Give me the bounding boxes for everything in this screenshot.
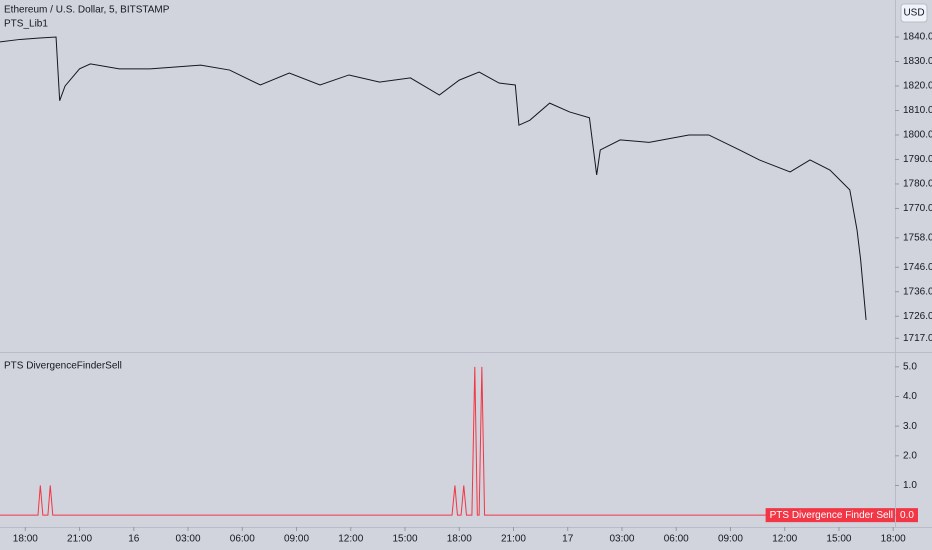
x-tick-label: 15:00 — [392, 534, 417, 545]
x-tick-label: 18:00 — [447, 534, 472, 545]
x-tick-label: 12:00 — [338, 534, 363, 545]
currency-label[interactable]: USD — [903, 8, 924, 19]
x-tick-label: 17 — [562, 534, 574, 545]
y-tick-label: 1780.0 — [903, 179, 932, 190]
last-value-tag-bg — [896, 508, 918, 523]
y-tick-label: 1746.0 — [903, 262, 932, 273]
currency-button[interactable] — [900, 3, 928, 23]
y-tick-label: 1726.0 — [903, 311, 932, 322]
x-tick-label: 21:00 — [67, 534, 92, 545]
chart-title: Ethereum / U.S. Dollar, 5, BITSTAMP — [4, 5, 170, 16]
y-tick-label: 1830.0 — [903, 56, 932, 67]
y-tick-label: 3.0 — [903, 421, 917, 432]
y-tick-label: 1810.0 — [903, 105, 932, 116]
x-tick-label: 06:00 — [664, 534, 689, 545]
x-tick-label: 16 — [128, 534, 140, 545]
x-tick-label: 09:00 — [284, 534, 309, 545]
y-tick-label: 1.0 — [903, 480, 917, 491]
y-tick-label: 1840.0 — [903, 32, 932, 43]
pane-title: PTS DivergenceFinderSell — [4, 361, 122, 372]
y-tick-label: 1820.0 — [903, 81, 932, 92]
series-name-tag-bg — [765, 508, 895, 523]
x-tick-label: 15:00 — [826, 534, 851, 545]
y-tick-label: 1770.0 — [903, 203, 932, 214]
x-tick-label: 03:00 — [609, 534, 634, 545]
price-line — [0, 36, 867, 320]
y-tick-label: 1800.0 — [903, 130, 932, 141]
y-tick-label: 2.0 — [903, 450, 917, 461]
x-tick-label: 12:00 — [772, 534, 797, 545]
x-tick-label: 21:00 — [501, 534, 526, 545]
indicator-title: PTS_Lib1 — [4, 19, 48, 30]
last-value-tag: 0.0 — [900, 510, 914, 521]
series-name-tag: PTS Divergence Finder Sell — [770, 510, 893, 521]
y-tick-label: 1758.0 — [903, 232, 932, 243]
x-tick-label: 03:00 — [176, 534, 201, 545]
x-tick-label: 18:00 — [13, 534, 38, 545]
y-tick-label: 1736.0 — [903, 286, 932, 297]
x-tick-label: 18:00 — [881, 534, 906, 545]
x-tick-label: 09:00 — [718, 534, 743, 545]
y-tick-label: 5.0 — [903, 361, 917, 372]
y-tick-label: 4.0 — [903, 391, 917, 402]
y-tick-label: 1790.0 — [903, 154, 932, 165]
y-tick-label: 1717.0 — [903, 333, 932, 344]
indicator-line — [0, 366, 892, 516]
x-tick-label: 06:00 — [230, 534, 255, 545]
